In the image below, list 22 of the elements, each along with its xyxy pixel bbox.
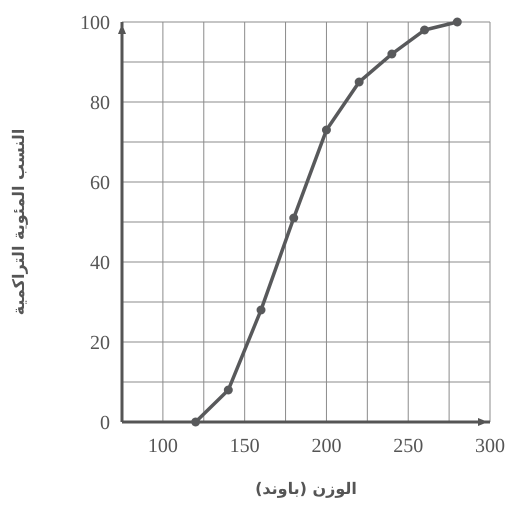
x-axis-title: الوزن (باوند) xyxy=(255,479,357,498)
point xyxy=(452,18,462,26)
x-tick-label: 250 xyxy=(393,435,424,457)
point xyxy=(387,50,396,58)
y-tick-label: 80 xyxy=(90,92,110,114)
x-tick-label: 150 xyxy=(230,435,260,457)
point xyxy=(256,306,266,314)
y-tick-label: 40 xyxy=(90,252,110,274)
point xyxy=(322,126,331,134)
x-tick-label: 100 xyxy=(148,435,178,457)
point xyxy=(354,78,364,86)
y-tick-label: 0 xyxy=(100,412,110,434)
point xyxy=(191,418,200,426)
y-axis-title: النسب المئوية التراكمية xyxy=(9,128,28,316)
point xyxy=(289,214,298,222)
y-tick-label: 20 xyxy=(90,332,110,354)
point xyxy=(420,26,430,34)
y-tick-label: 100 xyxy=(80,12,110,34)
point xyxy=(224,386,233,394)
x-tick-label: 200 xyxy=(311,435,342,457)
x-tick-label: 300 xyxy=(475,435,505,457)
y-tick-label: 60 xyxy=(90,172,110,194)
